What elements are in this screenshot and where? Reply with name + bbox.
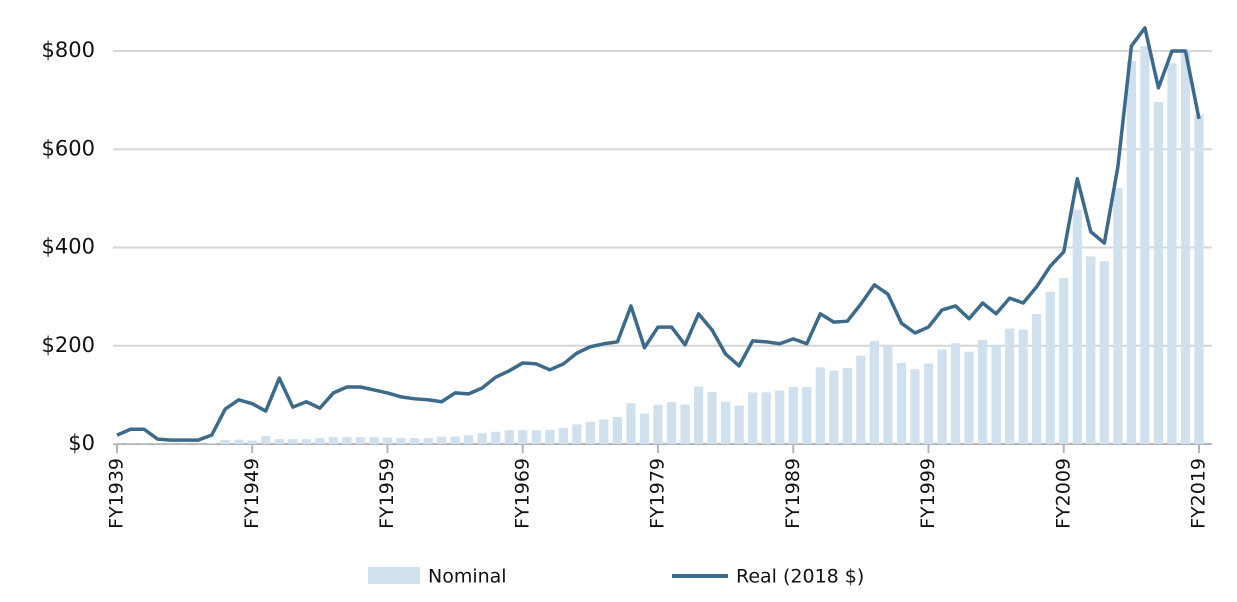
bar bbox=[1072, 209, 1082, 444]
x-tick-label: FY1949 bbox=[241, 458, 263, 529]
bar bbox=[585, 421, 595, 444]
bar bbox=[1153, 102, 1164, 444]
bar bbox=[518, 430, 528, 444]
bar bbox=[301, 439, 311, 444]
bar bbox=[382, 437, 393, 444]
bar bbox=[572, 424, 582, 444]
bar bbox=[802, 387, 812, 444]
bar bbox=[261, 436, 271, 444]
bar bbox=[599, 419, 609, 444]
y-tick-label: $200 bbox=[42, 333, 95, 357]
bar bbox=[734, 405, 744, 444]
bar bbox=[1194, 114, 1204, 445]
bar bbox=[477, 433, 487, 444]
bar bbox=[491, 431, 501, 444]
x-tick-label: FY1969 bbox=[511, 458, 533, 529]
bar bbox=[626, 403, 636, 444]
bar bbox=[328, 437, 338, 444]
bar bbox=[666, 402, 677, 444]
bar bbox=[464, 435, 474, 444]
bar bbox=[639, 413, 650, 444]
bar bbox=[220, 440, 230, 444]
bar bbox=[396, 438, 406, 444]
bar bbox=[545, 429, 555, 444]
bar bbox=[964, 351, 974, 444]
bar bbox=[923, 363, 934, 444]
y-tick-label: $0 bbox=[68, 431, 95, 455]
bar bbox=[788, 387, 798, 444]
bar bbox=[680, 404, 690, 444]
bar bbox=[247, 440, 257, 444]
x-tick-label: FY2019 bbox=[1188, 458, 1210, 529]
x-tick-label: FY1939 bbox=[106, 458, 128, 529]
bar bbox=[829, 370, 839, 444]
y-tick-label: $400 bbox=[42, 235, 95, 259]
bar bbox=[707, 391, 717, 444]
bar bbox=[355, 437, 366, 444]
bar bbox=[1086, 256, 1096, 444]
bar bbox=[1045, 291, 1055, 444]
bar bbox=[450, 436, 460, 444]
x-tick-label: FY2009 bbox=[1052, 458, 1074, 529]
bar bbox=[342, 437, 352, 444]
bar bbox=[856, 355, 866, 444]
bar bbox=[558, 427, 568, 444]
bar bbox=[950, 343, 961, 444]
bar bbox=[1180, 51, 1191, 444]
legend-label: Real (2018 $) bbox=[736, 566, 864, 588]
bar bbox=[693, 386, 704, 444]
bar bbox=[504, 430, 514, 444]
y-tick-label: $800 bbox=[42, 38, 95, 62]
line bbox=[116, 26, 1201, 442]
bar bbox=[1059, 277, 1069, 444]
bar bbox=[1032, 313, 1042, 444]
bar bbox=[653, 404, 663, 444]
bar bbox=[1113, 188, 1123, 444]
x-tick-label: FY1999 bbox=[917, 458, 939, 529]
bar bbox=[1126, 60, 1136, 444]
bar bbox=[612, 416, 623, 444]
bar bbox=[721, 401, 731, 444]
bar bbox=[1018, 329, 1028, 444]
legend-swatch bbox=[368, 567, 420, 584]
bar bbox=[369, 437, 379, 444]
bar bbox=[207, 443, 217, 444]
bar bbox=[815, 367, 825, 444]
bar bbox=[896, 362, 907, 444]
bar bbox=[437, 436, 447, 444]
bar bbox=[409, 438, 420, 444]
bar bbox=[775, 390, 785, 444]
legend-label: Nominal bbox=[428, 566, 507, 588]
bar bbox=[288, 439, 298, 444]
y-tick-label: $600 bbox=[42, 136, 95, 160]
bar bbox=[1167, 63, 1177, 444]
bar bbox=[937, 349, 947, 444]
x-tick-label: FY1989 bbox=[782, 458, 804, 529]
bar bbox=[531, 430, 541, 444]
bar bbox=[842, 367, 852, 444]
bar bbox=[1099, 261, 1109, 444]
bar bbox=[883, 345, 893, 444]
bar bbox=[869, 340, 879, 444]
bar bbox=[910, 369, 920, 444]
x-tick-label: FY1959 bbox=[376, 458, 398, 529]
bar bbox=[978, 339, 988, 444]
bar bbox=[423, 438, 433, 444]
bar bbox=[1005, 328, 1015, 444]
bar bbox=[761, 392, 771, 444]
bar bbox=[274, 439, 284, 444]
x-tick-label: FY1979 bbox=[647, 458, 669, 529]
bar bbox=[234, 439, 244, 444]
bar bbox=[315, 438, 325, 444]
bar bbox=[1140, 46, 1150, 445]
bar bbox=[748, 392, 758, 444]
bar bbox=[991, 344, 1001, 444]
